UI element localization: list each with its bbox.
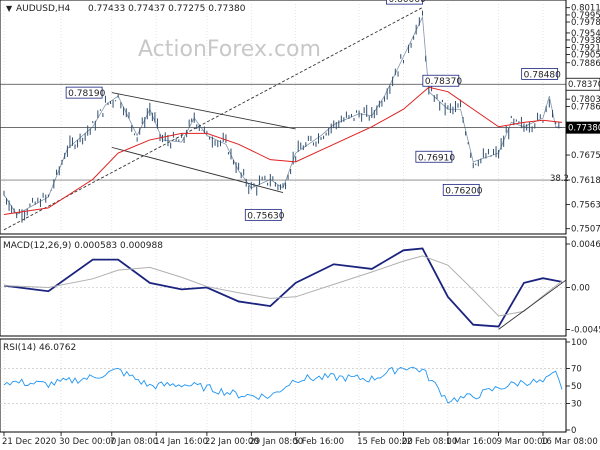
swing-label-text: 0.78480: [524, 70, 561, 80]
channel-trendline: [111, 92, 296, 130]
symbol-header: AUDUSD,H4: [16, 4, 71, 14]
price-axis: 0.801150.799500.797890.795400.793800.792…: [565, 4, 600, 235]
time-tick-label: 22 Jan 00:00: [205, 437, 259, 447]
macd-tick-label: 0.00: [571, 284, 590, 294]
current-price-badge: [566, 121, 600, 134]
rsi-tick-label: 0: [571, 426, 576, 436]
macd-signal-line: [3, 255, 563, 317]
swing-label-0.78480: 0.78480: [521, 68, 561, 80]
swing-label-box: [386, 0, 423, 5]
macd-label: MACD(12,26,9) 0.000583 0.000988: [3, 241, 163, 251]
swing-label-0.76910: 0.76910: [415, 150, 455, 163]
macd-panel-frame: [0, 236, 567, 337]
price-tick-label: 0.75630: [571, 200, 600, 210]
rsi-tick-label: 100: [571, 338, 587, 348]
ema-line: [3, 86, 563, 215]
level-price-text: 0.78370: [568, 80, 600, 90]
rsi-indicator: 100 70 50 30 0: [0, 338, 587, 436]
rsi-tick-label: 50: [571, 382, 582, 392]
time-tick-label: 14 Jan 16:00: [154, 437, 208, 447]
price-close-line: [3, 15, 563, 215]
price-bars: [3, 10, 563, 223]
swing-label-text: 0.76910: [418, 153, 455, 163]
time-tick-label: 21 Dec 2020: [2, 437, 56, 447]
time-tick-label: 30 Dec 00:00: [59, 437, 116, 447]
macd-indicator: 0.004677 0.00 -0.004519: [0, 240, 600, 336]
swing-label-box: [422, 74, 460, 87]
price-panel-frame: [0, 0, 567, 235]
level-price-badge: [565, 77, 600, 91]
moving-average-line: [3, 86, 563, 215]
swing-label-0.76200: 0.76200: [442, 183, 483, 196]
swing-label-text: 0.80060: [389, 0, 426, 5]
dashed-trendline: [3, 7, 423, 231]
swing-label-box: [415, 150, 453, 163]
price-tick-label: 0.75075: [571, 225, 600, 235]
time-tick-label: 7 Jan 08:00: [110, 437, 158, 447]
collapse-triangle-icon: ▼: [6, 4, 13, 13]
swing-labels: 0.78190 0.80060 0.78370 0.78480 0.76910 0.762…: [65, 0, 561, 221]
rsi-tick-label: 30: [571, 400, 582, 410]
rsi-tick-label: 70: [571, 364, 582, 374]
watermark: ActionForex.com: [138, 37, 321, 62]
price-tick-label: 0.76185: [571, 176, 600, 186]
price-tick-label: 0.80115: [571, 4, 600, 14]
macd-tick-label: 0.004677: [571, 240, 600, 250]
macd-trendline: [498, 279, 567, 330]
swing-label-text: 0.75630: [247, 211, 284, 221]
price-tick-label: 0.79789: [571, 18, 600, 28]
swing-label-box: [65, 86, 103, 99]
price-tick-label: 0.77865: [571, 102, 600, 112]
time-tick-label: 29 Jan 08:00: [249, 437, 303, 447]
swing-label-0.78370: 0.78370: [422, 74, 462, 87]
ohlc-header: 0.77433 0.77437 0.77275 0.77380: [88, 4, 246, 14]
swing-label-box: [442, 183, 480, 196]
rsi-line: [3, 366, 563, 404]
macd-line: [3, 247, 563, 328]
time-tick-label: 15 Feb 00:00: [357, 437, 413, 447]
time-tick-label: 1 Mar 16:00: [446, 437, 497, 447]
time-tick-label: 16 Mar 08:00: [541, 437, 598, 447]
swing-label-0.78190: 0.78190: [65, 86, 106, 99]
rsi-panel-frame: [0, 338, 567, 433]
swing-label-box: [244, 208, 282, 221]
fib-label: 38.2: [550, 174, 569, 184]
macd-tick-label: -0.004519: [571, 326, 600, 336]
swing-label-0.80060: 0.80060: [386, 0, 426, 5]
price-level-lines: [0, 83, 566, 181]
rsi-label: RSI(14) 46.0762: [3, 343, 76, 353]
swing-label-text: 0.78370: [425, 77, 462, 87]
time-tick-label: 22 Feb 08:00: [401, 437, 457, 447]
swing-label-text: 0.76200: [445, 186, 482, 196]
time-tick-label: 9 Mar 00:00: [497, 437, 548, 447]
time-tick-label: 5 Feb 16:00: [294, 437, 344, 447]
current-price-text: 0.77380: [568, 124, 600, 134]
swing-label-0.75630: 0.75630: [244, 208, 285, 221]
swing-label-box: [521, 68, 559, 80]
swing-label-text: 0.78190: [68, 89, 105, 99]
price-tick-label: 0.76755: [571, 151, 600, 161]
